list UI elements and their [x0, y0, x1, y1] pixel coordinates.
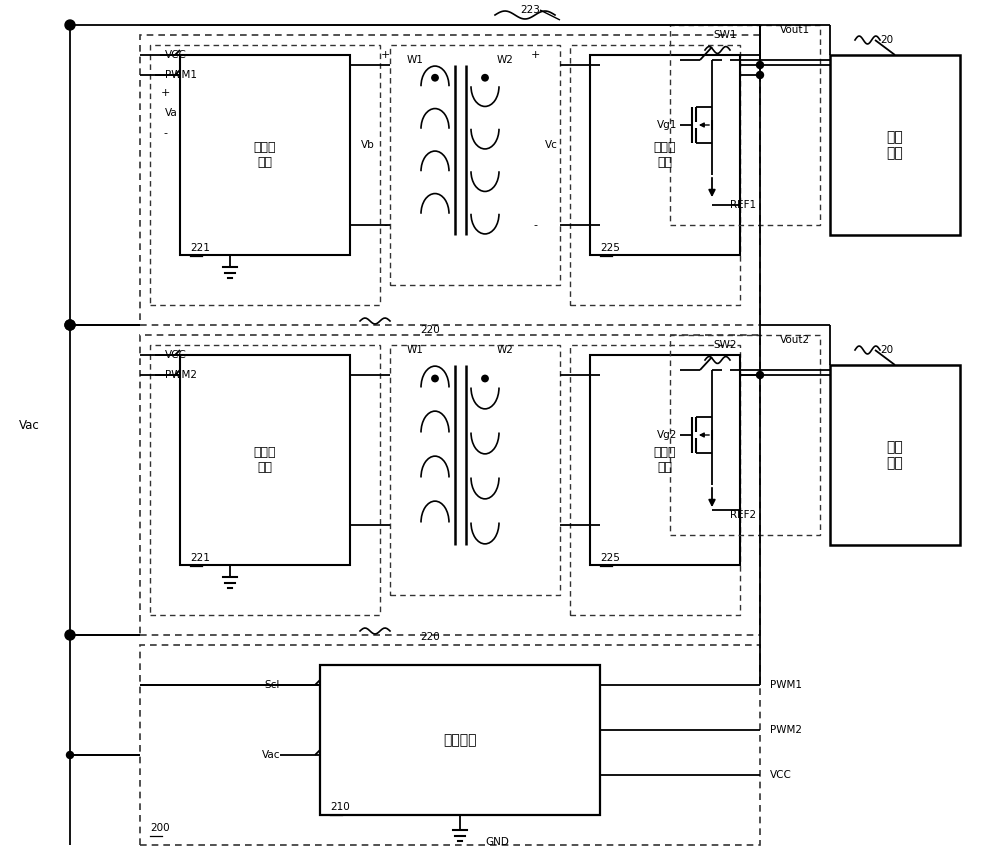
Text: Vac: Vac — [19, 418, 40, 432]
Text: Vc: Vc — [545, 140, 558, 150]
Text: W1: W1 — [407, 55, 423, 65]
Text: REF2: REF2 — [730, 510, 756, 520]
Text: 二次侧
电路: 二次侧 电路 — [654, 141, 676, 169]
Bar — [180, 355, 350, 565]
Text: Vout1: Vout1 — [780, 25, 810, 35]
Text: Vac: Vac — [262, 750, 280, 760]
Bar — [150, 345, 380, 615]
Text: +: + — [160, 88, 170, 98]
Text: SW1: SW1 — [713, 30, 737, 40]
Text: 20: 20 — [880, 35, 893, 45]
Bar — [150, 45, 380, 305]
Bar — [570, 45, 740, 305]
Text: 负载
电路: 负载 电路 — [887, 130, 903, 160]
Text: Vg2: Vg2 — [657, 430, 677, 440]
Text: 一次侧
电路: 一次侧 电路 — [254, 446, 276, 474]
Text: GND: GND — [485, 837, 509, 847]
Text: Va: Va — [165, 108, 178, 118]
Text: VCC: VCC — [165, 350, 187, 360]
Text: Vout2: Vout2 — [780, 335, 810, 345]
Text: 225: 225 — [600, 553, 620, 563]
Text: 221: 221 — [190, 243, 210, 253]
Bar — [830, 365, 960, 545]
Text: Vg1: Vg1 — [657, 120, 677, 130]
Text: 220: 220 — [420, 632, 440, 642]
Circle shape — [65, 320, 75, 330]
Bar — [590, 55, 740, 255]
Circle shape — [757, 372, 764, 379]
Bar — [180, 55, 350, 255]
Text: W2: W2 — [497, 55, 513, 65]
Text: VCC: VCC — [165, 50, 187, 60]
Circle shape — [482, 375, 488, 381]
Bar — [140, 335, 760, 635]
Text: 220: 220 — [420, 325, 440, 335]
Circle shape — [66, 752, 74, 758]
Text: SW2: SW2 — [713, 340, 737, 350]
Text: 223: 223 — [520, 5, 540, 15]
Circle shape — [65, 320, 75, 330]
Text: 负载
电路: 负载 电路 — [887, 440, 903, 470]
Text: 二次侧
电路: 二次侧 电路 — [654, 446, 676, 474]
Text: PWM1: PWM1 — [770, 680, 802, 690]
Bar — [390, 345, 560, 595]
Text: -: - — [163, 128, 167, 138]
Bar — [140, 35, 760, 325]
Text: +: + — [380, 50, 390, 60]
Text: 200: 200 — [150, 823, 170, 833]
Text: PWM2: PWM2 — [165, 370, 197, 380]
Text: 一次侧
电路: 一次侧 电路 — [254, 141, 276, 169]
Text: 225: 225 — [600, 243, 620, 253]
Bar — [320, 665, 600, 815]
Circle shape — [757, 72, 764, 79]
Circle shape — [757, 62, 764, 68]
Text: W2: W2 — [497, 345, 513, 355]
Text: PWM2: PWM2 — [770, 725, 802, 735]
Circle shape — [432, 375, 438, 381]
Circle shape — [432, 74, 438, 81]
Text: Vb: Vb — [361, 140, 375, 150]
Bar — [390, 45, 560, 285]
Bar — [830, 55, 960, 235]
Bar — [140, 645, 760, 845]
Bar — [570, 345, 740, 615]
Circle shape — [65, 20, 75, 30]
Text: PWM1: PWM1 — [165, 70, 197, 80]
Text: Scl: Scl — [265, 680, 280, 690]
Text: 20: 20 — [880, 345, 893, 355]
Bar — [670, 335, 820, 535]
Circle shape — [482, 74, 488, 81]
Text: 主控电路: 主控电路 — [443, 733, 477, 747]
Text: 210: 210 — [330, 802, 350, 812]
Circle shape — [65, 630, 75, 640]
Text: -: - — [533, 220, 537, 230]
Text: +: + — [530, 50, 540, 60]
Bar — [590, 355, 740, 565]
Text: 221: 221 — [190, 553, 210, 563]
Bar — [670, 25, 820, 225]
Text: W1: W1 — [407, 345, 423, 355]
Text: REF1: REF1 — [730, 200, 756, 210]
Text: -: - — [383, 220, 387, 230]
Text: VCC: VCC — [770, 770, 792, 780]
